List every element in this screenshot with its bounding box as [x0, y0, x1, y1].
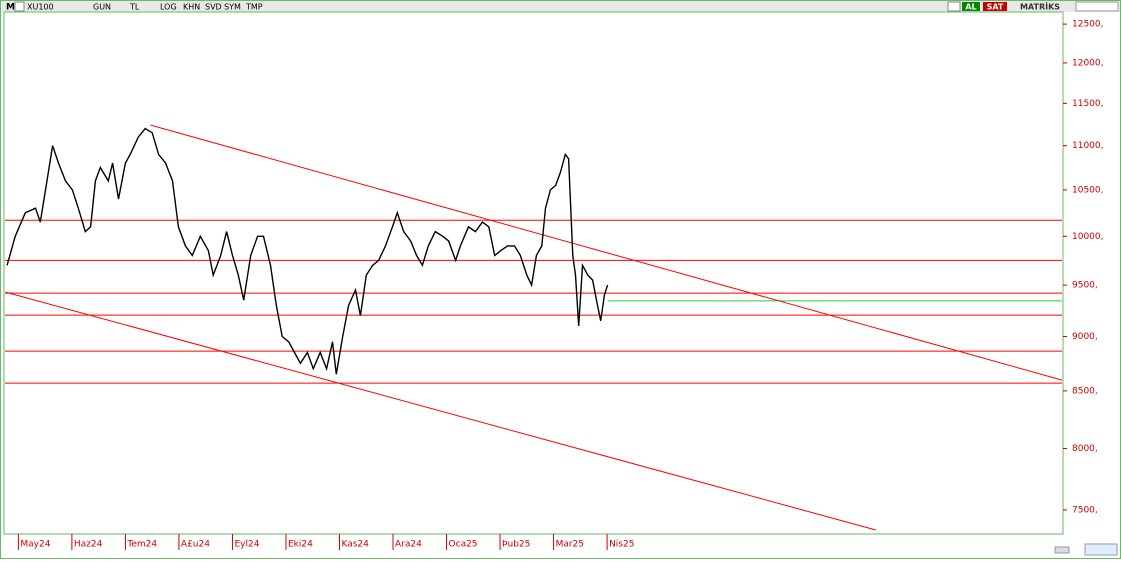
x-tick-label: Eyl24 [234, 540, 259, 550]
brand: MATRİKS [1020, 2, 1060, 12]
symbol[interactable]: XU100 [27, 3, 54, 12]
trend-line [150, 124, 1063, 381]
sell-label[interactable]: SAT [987, 3, 1004, 12]
y-tick-label: 11000, [1072, 141, 1104, 151]
y-tick-label: 9000, [1072, 332, 1098, 342]
trend-line [5, 291, 876, 531]
symbol-icon[interactable] [14, 1, 25, 12]
y-tick-label: 7500, [1072, 505, 1098, 515]
x-tick-label: Haz24 [74, 540, 103, 550]
sell-button[interactable] [983, 2, 1007, 11]
scrollbar[interactable] [1054, 546, 1070, 554]
y-tick-label: 12500, [1072, 20, 1104, 30]
x-tick-label: May24 [20, 540, 50, 550]
toolbar-button[interactable]: GUN [93, 3, 111, 12]
x-tick-label: Tem24 [126, 540, 157, 550]
y-tick-label: 9500, [1072, 281, 1098, 291]
plot-area [3, 11, 1064, 535]
x-tick-label: Oca25 [449, 540, 478, 550]
toolbar-button[interactable]: SVD [205, 3, 222, 12]
x-tick-label: Eki24 [288, 540, 313, 550]
x-tick-label: Nis25 [609, 540, 634, 550]
buy-label[interactable]: AL [965, 3, 976, 12]
toolbar-button[interactable]: LOG [160, 3, 177, 12]
buy-button[interactable] [962, 2, 980, 11]
y-tick-label: 10000, [1072, 232, 1104, 242]
x-tick-label: Ara24 [395, 540, 422, 550]
toolbar-button[interactable]: TL [129, 3, 140, 12]
toolbar [1, 1, 1120, 12]
y-tick-label: 12000, [1072, 58, 1104, 68]
toolbar-button[interactable]: SYM [224, 3, 241, 12]
x-tick-label: Mar25 [556, 540, 584, 550]
window-controls[interactable] [1075, 1, 1119, 12]
logo: M [6, 3, 15, 13]
toolbar-button[interactable]: KHN [183, 3, 200, 12]
toolbar-buttons: GUN TL LOG KHN SVD SYM TMP [93, 3, 263, 12]
y-tick-label: 8500, [1072, 386, 1098, 396]
x-tick-label: A£u24 [181, 540, 210, 550]
x-tick-label: Þub25 [502, 540, 530, 550]
y-tick-label: 11500, [1072, 99, 1104, 109]
price-line [6, 127, 609, 375]
y-tick-label: 8000, [1072, 444, 1098, 454]
refresh[interactable] [947, 1, 961, 12]
scroll-controls[interactable] [1084, 543, 1118, 556]
x-tick-label: Kas24 [341, 540, 369, 550]
y-tick-label: 10500, [1072, 185, 1104, 195]
toolbar-button[interactable]: TMP [245, 3, 263, 12]
